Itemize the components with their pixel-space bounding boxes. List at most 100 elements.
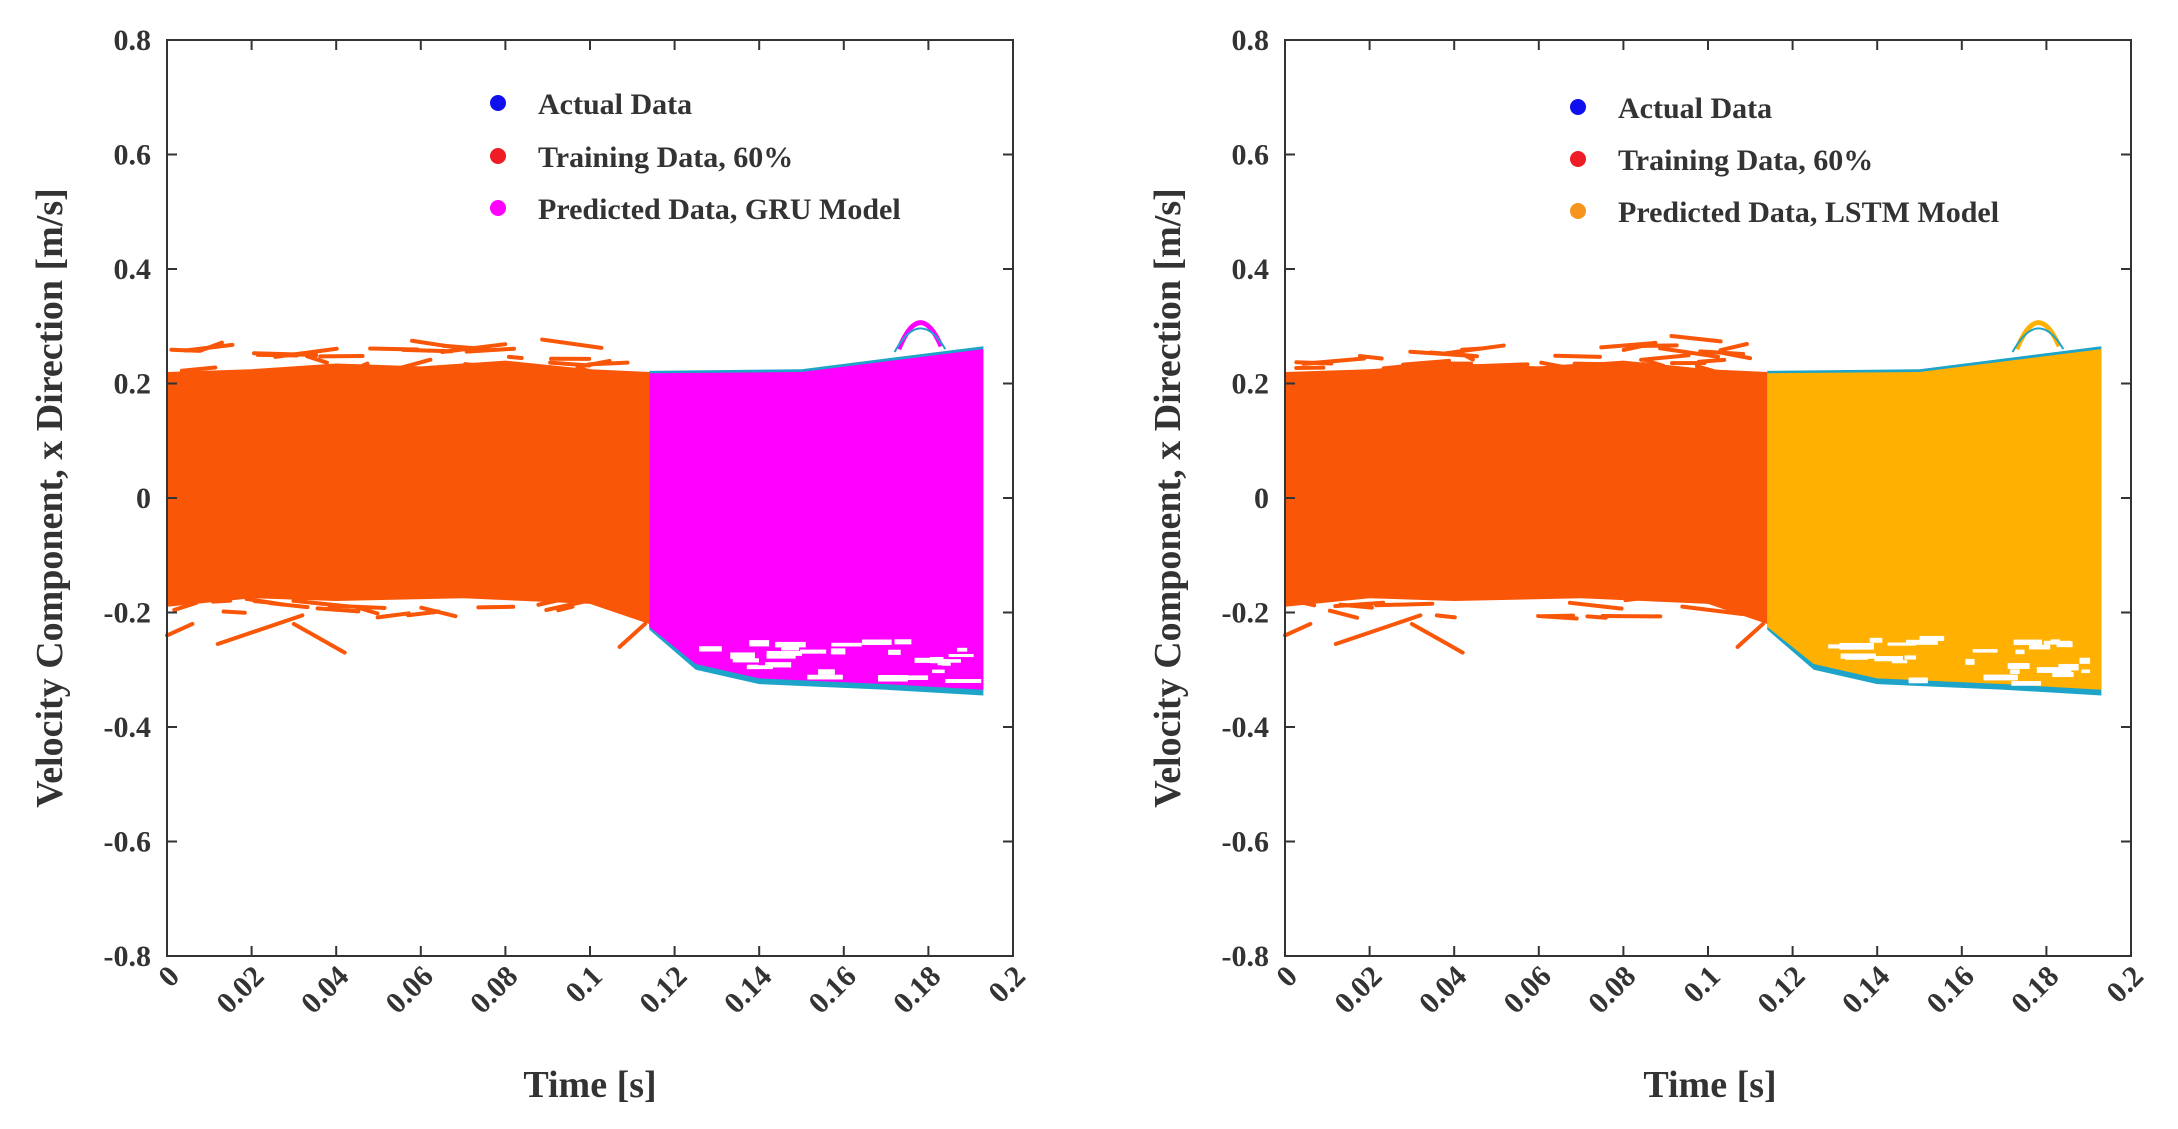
training-data-streak (544, 599, 585, 613)
training-data-streak (464, 346, 516, 354)
training-data-streak (172, 600, 199, 612)
training-data-streak (562, 593, 625, 601)
data-gap (746, 665, 773, 670)
x-tick-label: 0.02 (210, 960, 270, 1020)
left-legend: Actual Data Training Data, 60% Predicted… (490, 88, 901, 226)
data-gap (894, 639, 912, 645)
data-gap (2043, 640, 2071, 645)
data-gap (2036, 667, 2072, 673)
training-data-streak (211, 598, 233, 604)
training-data-streak (1287, 597, 1317, 608)
training-data-streak (348, 593, 416, 601)
training-data-streak (199, 340, 224, 353)
right-legend-marker-training (1570, 151, 1586, 167)
training-data-streak (506, 354, 524, 360)
x-tick-label: 0 (152, 960, 186, 994)
training-data-streak (1539, 360, 1569, 370)
training-data-streak (1599, 340, 1658, 350)
data-gap (1874, 656, 1903, 662)
training-data-streak (1718, 341, 1749, 353)
data-gap (818, 669, 835, 675)
training-data-streak (1695, 596, 1751, 604)
x-tick-label: 0.2 (982, 960, 1032, 1010)
data-gap (2081, 669, 2091, 674)
training-data-streak (1553, 353, 1602, 359)
x-tick-label: 0.1 (1677, 960, 1727, 1010)
left-chart-panel: 0.80.60.40.20-0.2-0.4-0.6-0.80 0.02 0.04 0.… (29, 24, 1032, 1106)
training-data-streak (1680, 604, 1745, 617)
x-tick-label: 0.08 (1582, 960, 1642, 1020)
training-data-streak (327, 603, 387, 610)
training-data-streak (1669, 334, 1723, 344)
training-data-band (1285, 360, 1768, 624)
training-data-streak (1374, 601, 1435, 608)
data-gap (893, 675, 929, 680)
y-tick-label: 0.6 (114, 139, 152, 172)
data-gap (937, 659, 961, 663)
data-gap (2007, 663, 2030, 669)
x-tick-label: 0.14 (718, 960, 778, 1020)
x-tick-label: 0.14 (1836, 960, 1896, 1020)
data-gap (730, 652, 755, 660)
training-data-streak (1333, 600, 1386, 609)
y-tick-label: -0.8 (104, 940, 152, 973)
data-gap (766, 650, 803, 656)
y-tick-label: 0 (136, 482, 151, 515)
left-legend-marker-actual (490, 95, 506, 111)
data-gap (1887, 642, 1916, 646)
x-tick-label: 0.08 (464, 960, 524, 1020)
training-data-streak (1572, 361, 1623, 367)
y-tick-label: 0.4 (1232, 253, 1270, 286)
training-data-streak (406, 609, 441, 618)
training-data-streak (1434, 613, 1457, 620)
training-data-streak (476, 604, 516, 610)
x-tick-label: 0.12 (633, 960, 693, 1020)
data-gap (765, 662, 792, 668)
data-gap (2058, 663, 2079, 671)
training-data-streak (179, 365, 218, 373)
actual-data-peak (2011, 327, 2065, 353)
training-data-streak (1357, 354, 1384, 361)
data-gap (1839, 642, 1874, 650)
data-gap (800, 649, 827, 654)
training-data-streak (1643, 358, 1666, 368)
y-tick-label: 0.8 (1232, 24, 1270, 57)
x-tick-label: 0.04 (295, 960, 355, 1020)
training-data-streak (291, 621, 347, 655)
x-tick-label: 0.12 (1751, 960, 1811, 1020)
training-data-streak (221, 609, 247, 615)
data-gap (948, 653, 974, 658)
right-legend-marker-predicted (1570, 203, 1586, 219)
training-data-streak (1460, 346, 1485, 352)
data-gap (1845, 654, 1868, 660)
data-gap (2010, 669, 2020, 674)
left-x-axis-title: Time [s] (523, 1064, 656, 1106)
training-data-streak (1333, 613, 1423, 646)
data-gap (1904, 655, 1917, 660)
data-gap (1972, 649, 1998, 653)
training-data-streak (1301, 356, 1367, 366)
training-data-streak (1409, 621, 1465, 655)
data-gap (2028, 644, 2051, 650)
data-gap (2011, 681, 2041, 686)
data-gap (2079, 657, 2091, 664)
training-data-streak (1609, 361, 1646, 374)
training-data-streak (1658, 346, 1721, 359)
right-legend-label-predicted: Predicted Data, LSTM Model (1618, 196, 1999, 229)
data-gap (699, 646, 722, 652)
training-data-streak (1327, 608, 1360, 620)
x-tick-label: 0.06 (1497, 960, 1557, 1020)
training-data-streak (1696, 357, 1727, 364)
training-data-streak (1720, 351, 1753, 361)
data-gap (945, 679, 982, 683)
training-data-streak (1639, 353, 1691, 362)
y-tick-label: 0.2 (1232, 368, 1270, 401)
right-x-axis-title: Time [s] (1643, 1064, 1776, 1106)
y-tick-label: -0.8 (1222, 940, 1270, 973)
training-data-streak (165, 621, 195, 638)
x-tick-label: 0.06 (379, 960, 439, 1020)
data-gap (781, 643, 800, 651)
training-data-streak (315, 606, 361, 614)
data-gap (1869, 637, 1883, 643)
data-gap (2015, 649, 2025, 655)
